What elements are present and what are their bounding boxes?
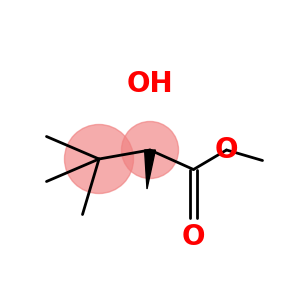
Text: O: O <box>215 136 238 164</box>
Text: OH: OH <box>127 70 173 98</box>
Text: O: O <box>182 223 205 251</box>
Circle shape <box>64 124 134 194</box>
Circle shape <box>122 122 178 178</box>
Polygon shape <box>145 150 155 189</box>
